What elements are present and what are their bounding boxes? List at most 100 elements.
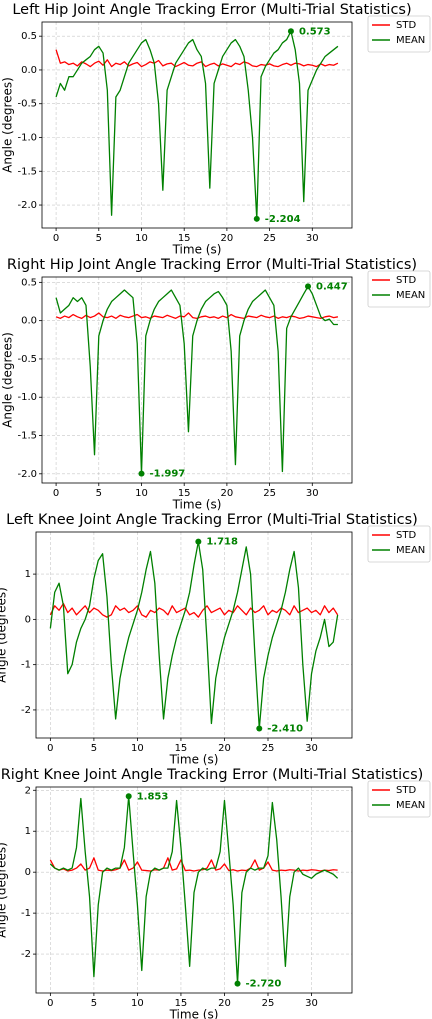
x-tick-label: 0 [53, 233, 59, 244]
annotation-label: 0.573 [299, 26, 331, 37]
x-tick-label: 5 [91, 743, 97, 754]
plot-frame [35, 531, 353, 739]
legend-label: STD [396, 275, 416, 286]
data-line [49, 857, 338, 872]
annotation-marker [138, 470, 145, 477]
x-tick-label: 20 [221, 233, 234, 244]
annotation-marker [305, 283, 312, 290]
x-tick-label: 10 [131, 998, 144, 1009]
y-tick-label: -1 [21, 660, 31, 671]
legend-label: STD [396, 785, 416, 796]
x-tick-label: 20 [218, 998, 231, 1009]
y-tick-label: 0.5 [21, 277, 37, 288]
y-tick-label: -1 [21, 908, 31, 919]
legend-label: MEAN [396, 545, 425, 556]
x-tick-label: 30 [305, 743, 318, 754]
annotation-label: 1.718 [206, 537, 238, 548]
data-line [55, 49, 339, 68]
x-tick-label: 15 [175, 743, 188, 754]
plot-frame [41, 276, 353, 484]
x-tick-label: 25 [263, 488, 276, 499]
x-axis-label: Time (s) [172, 498, 222, 512]
annotation-marker [256, 725, 263, 732]
x-tick-label: 25 [262, 998, 275, 1009]
y-tick-label: -2 [21, 705, 31, 716]
plot-frame [41, 21, 353, 229]
y-tick-label: 0 [25, 867, 31, 878]
annotation-label: 1.853 [137, 791, 169, 802]
x-tick-label: 5 [96, 233, 102, 244]
annotation-marker [287, 28, 294, 35]
legend-label: STD [396, 530, 416, 541]
subplot: Left Hip Joint Angle Tracking Error (Mul… [1, 2, 431, 257]
x-tick-label: 15 [178, 233, 191, 244]
x-tick-label: 10 [135, 233, 148, 244]
data-line [55, 30, 339, 220]
y-tick-label: -2.0 [17, 200, 37, 211]
x-tick-label: 25 [262, 743, 275, 754]
subplot: Right Knee Joint Angle Tracking Error (M… [0, 767, 431, 1019]
chart-title: Right Hip Joint Angle Tracking Error (Mu… [7, 257, 417, 273]
y-tick-label: 0.0 [21, 316, 37, 327]
y-tick-label: 0 [25, 614, 31, 625]
x-axis-label: Time (s) [172, 243, 222, 257]
annotation-marker [234, 980, 241, 987]
annotation-label: -2.204 [265, 214, 301, 225]
chart-title: Left Knee Joint Angle Tracking Error (Mu… [6, 512, 418, 528]
y-axis-label: Angle (degrees) [0, 842, 9, 938]
annotation-marker [253, 215, 260, 222]
x-tick-label: 20 [218, 743, 231, 754]
annotation-label: -2.410 [267, 723, 303, 734]
x-tick-label: 0 [53, 488, 59, 499]
legend-label: MEAN [396, 290, 425, 301]
x-tick-label: 30 [306, 233, 319, 244]
legend-label: STD [396, 20, 416, 31]
x-tick-label: 10 [135, 488, 148, 499]
x-axis-label: Time (s) [169, 1008, 219, 1019]
annotation-label: 0.447 [316, 281, 348, 292]
y-tick-label: -2 [21, 949, 31, 960]
legend-label: MEAN [396, 35, 425, 46]
y-tick-label: -2.0 [17, 469, 37, 480]
y-tick-label: -0.5 [17, 99, 37, 110]
x-tick-label: 30 [305, 998, 318, 1009]
y-tick-label: -1.5 [17, 166, 37, 177]
x-tick-label: 5 [91, 998, 97, 1009]
x-tick-label: 10 [131, 743, 144, 754]
x-tick-label: 25 [263, 233, 276, 244]
y-axis-label: Angle (degrees) [1, 332, 15, 428]
x-tick-label: 0 [47, 998, 53, 1009]
x-tick-label: 30 [306, 488, 319, 499]
data-line [55, 285, 338, 475]
x-tick-label: 5 [96, 488, 102, 499]
y-tick-label: 0.5 [21, 31, 37, 42]
annotation-marker [195, 538, 202, 545]
y-tick-label: 1 [25, 569, 31, 580]
x-tick-label: 0 [47, 743, 53, 754]
legend-label: MEAN [396, 800, 425, 811]
annotation-label: -2.720 [246, 979, 282, 990]
plot-frame [35, 786, 353, 994]
data-line [55, 312, 339, 319]
data-line [49, 540, 339, 730]
chart-title: Right Knee Joint Angle Tracking Error (M… [1, 767, 424, 783]
annotation-label: -1.997 [149, 469, 185, 480]
x-tick-label: 15 [178, 488, 191, 499]
subplot: Right Hip Joint Angle Tracking Error (Mu… [1, 257, 431, 512]
x-tick-label: 15 [175, 998, 188, 1009]
x-axis-label: Time (s) [169, 753, 219, 767]
y-axis-label: Angle (degrees) [1, 77, 15, 173]
chart-title: Left Hip Joint Angle Tracking Error (Mul… [12, 2, 411, 18]
data-line [49, 602, 339, 618]
y-tick-label: -0.5 [17, 354, 37, 365]
annotation-marker [125, 793, 132, 800]
y-tick-label: -1.0 [17, 392, 37, 403]
data-line [49, 795, 339, 985]
y-tick-label: -1.5 [17, 431, 37, 442]
y-axis-label: Angle (degrees) [0, 587, 9, 683]
y-tick-label: 2 [25, 785, 31, 796]
y-tick-label: 0.0 [21, 65, 37, 76]
x-tick-label: 20 [221, 488, 234, 499]
y-tick-label: 1 [25, 826, 31, 837]
